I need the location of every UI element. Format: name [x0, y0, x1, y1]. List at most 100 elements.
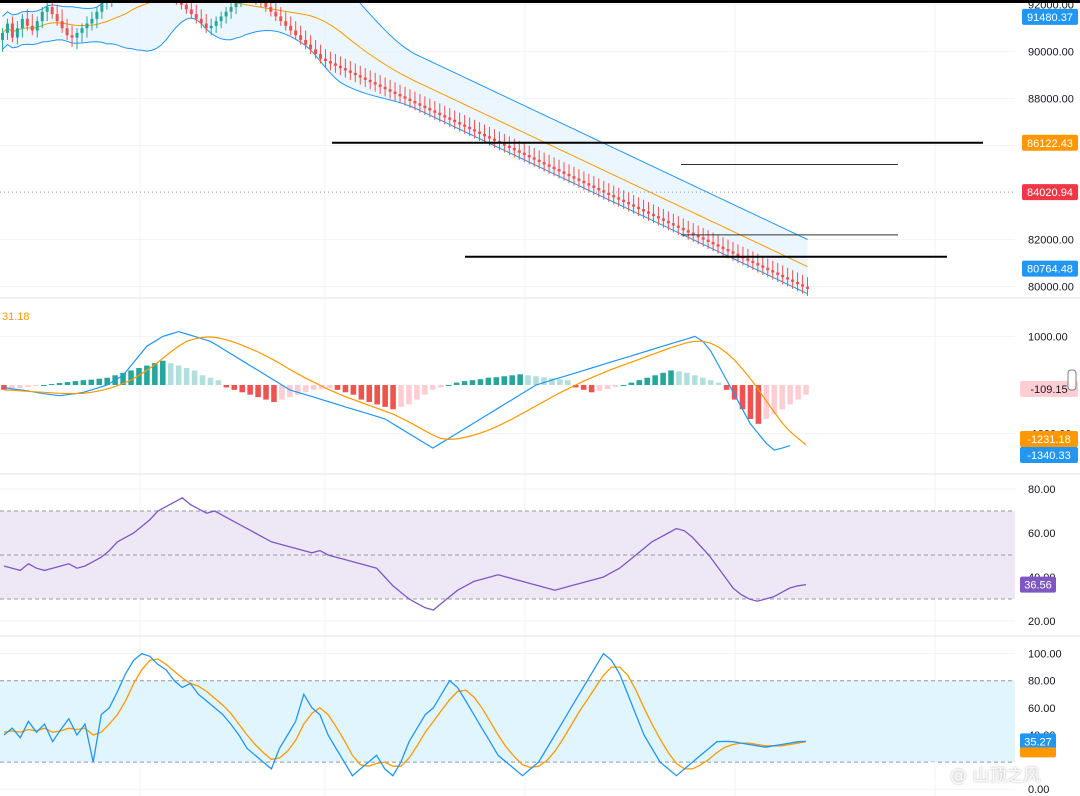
- candle-body: [15, 28, 19, 38]
- macd-histogram-bar: [557, 379, 563, 385]
- price-label-text: 84020.94: [1027, 187, 1073, 199]
- macd-histogram-bar: [366, 385, 373, 402]
- price-label-tag: [1022, 260, 1078, 277]
- stoch-d-line: [3, 658, 807, 770]
- macd-histogram-bar: [152, 363, 158, 385]
- candle-body: [373, 82, 377, 85]
- macd-histogram-bar: [636, 380, 643, 385]
- macd-histogram-bar: [183, 368, 190, 385]
- candle-body: [502, 143, 506, 146]
- macd-histogram-bar: [128, 370, 134, 385]
- candle-body: [562, 171, 566, 174]
- macd-histogram-bar: [334, 385, 341, 390]
- candle-body: [766, 267, 770, 271]
- candle-body: [338, 65, 342, 69]
- candle-body: [681, 227, 685, 231]
- rsi-value-tag: [1020, 576, 1056, 593]
- macd-histogram-bar: [652, 375, 658, 385]
- watermark: @ 山顶之风: [922, 758, 1072, 788]
- candle-body: [448, 117, 452, 120]
- macd-histogram-bar: [580, 385, 587, 390]
- candle-body: [388, 89, 392, 92]
- stoch-k-value-tag: [1020, 733, 1056, 750]
- candle-body: [234, 0, 238, 8]
- candle-body: [627, 202, 631, 205]
- stoch-value-label: 35.27: [1024, 736, 1052, 748]
- macd-histogram-bar: [707, 380, 714, 385]
- macd-histogram-bar: [239, 385, 245, 393]
- macd-histogram-bar: [755, 385, 762, 424]
- candle-body: [731, 251, 735, 254]
- watermark-text: @ 山顶之风: [950, 765, 1041, 786]
- watermark-logo-icon: [922, 762, 944, 784]
- candle-body: [622, 199, 626, 203]
- candle-body: [333, 63, 337, 66]
- macd-histogram-bar: [612, 385, 619, 387]
- candle-body: [209, 25, 213, 29]
- candle-body: [547, 164, 551, 167]
- candle-body: [597, 187, 601, 191]
- macd-histogram-bar: [17, 385, 23, 388]
- stoch-band-fill: [0, 680, 1015, 763]
- macd-histogram-bar: [517, 374, 523, 385]
- macd-histogram-bar: [684, 372, 690, 385]
- candle-body: [55, 14, 59, 22]
- candle-body: [65, 28, 69, 36]
- macd-histogram-bar: [477, 379, 484, 385]
- macd-histogram-bar: [588, 385, 595, 393]
- candle-body: [274, 11, 278, 17]
- y-tick-label: 60.00: [1028, 528, 1056, 540]
- candle-body: [289, 25, 293, 31]
- candle-body: [567, 173, 571, 177]
- candle-body: [100, 2, 104, 12]
- macd-histogram-bar: [692, 375, 698, 385]
- macd-value-label-tag: [1020, 431, 1078, 447]
- candle-body: [483, 133, 486, 137]
- candle-body: [358, 75, 362, 78]
- candle-body: [438, 112, 442, 116]
- candle-body: [189, 9, 193, 15]
- candle-body: [314, 49, 318, 55]
- macd-histogram-bar: [80, 380, 87, 385]
- candle-body: [701, 237, 705, 240]
- candle-body: [726, 249, 730, 252]
- candle-body: [617, 197, 621, 200]
- macd-histogram-bar: [310, 385, 317, 390]
- candle-body: [219, 16, 223, 22]
- candle-body: [393, 91, 397, 94]
- y-tick-label: 80.00: [1028, 676, 1056, 688]
- candle-body: [771, 270, 775, 273]
- candle-body: [532, 157, 536, 160]
- signal-line: [3, 336, 807, 446]
- candle-body: [294, 30, 298, 36]
- macd-histogram-bar: [279, 385, 285, 400]
- candle-body: [304, 39, 308, 45]
- candle-body: [791, 279, 795, 282]
- candle-body: [423, 105, 427, 109]
- candle-body: [378, 84, 382, 87]
- price-label-tag: [1022, 134, 1078, 151]
- macd-histogram-value-label: -109.15: [1030, 384, 1067, 396]
- macd-histogram-bar: [525, 375, 531, 385]
- y-tick-label: 80.00: [1028, 484, 1056, 496]
- candle-body: [671, 223, 675, 226]
- macd-histogram-bar: [64, 382, 71, 385]
- macd-histogram-bar: [533, 376, 539, 385]
- candle-body: [666, 220, 670, 224]
- macd-histogram-bar: [700, 377, 706, 385]
- macd-histogram-bar: [215, 380, 222, 385]
- stoch-k-line: [3, 652, 807, 777]
- candle-body: [5, 23, 9, 33]
- candle-body: [343, 68, 347, 71]
- macd-histogram-bar: [644, 377, 650, 385]
- macd-histogram-bar: [541, 377, 547, 385]
- macd-histogram-bar: [398, 385, 404, 407]
- candle-body: [537, 159, 541, 163]
- macd-histogram-bar: [350, 385, 357, 395]
- y-tick-label: 20.00: [1028, 616, 1056, 628]
- candle-body: [309, 44, 313, 50]
- macd-histogram-bar: [469, 380, 476, 385]
- macd-histogram-bar: [199, 375, 206, 385]
- macd-histogram-bar: [604, 385, 611, 389]
- candle-body: [761, 265, 765, 268]
